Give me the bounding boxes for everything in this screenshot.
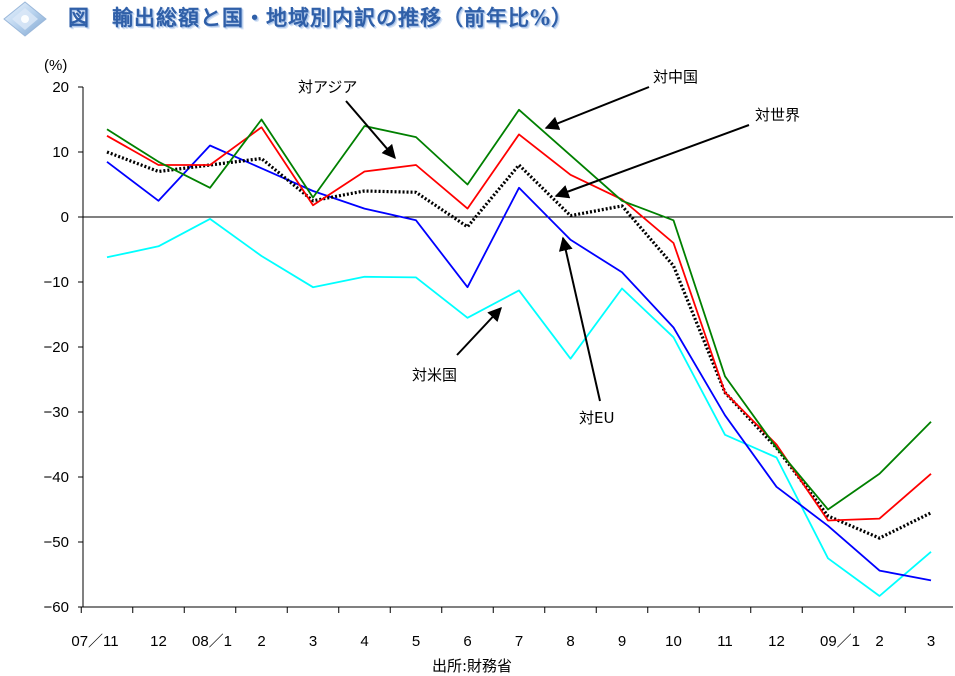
anno-china-label: 対中国 <box>653 68 698 86</box>
y-tick-label: −40 <box>44 469 69 486</box>
anno-asia-arrow <box>345 100 396 160</box>
x-tick-label: 09／1 <box>820 633 860 650</box>
anno-asia-label: 対アジア <box>298 78 357 96</box>
y-tick-label: −30 <box>44 404 69 421</box>
title-row: 図 輸出総額と国・地域別内訳の推移（前年比%） <box>0 0 955 40</box>
y-tick-label: −20 <box>44 339 69 356</box>
series-line-china <box>106 108 932 511</box>
series-layer <box>106 108 932 597</box>
x-tick-label: 08／1 <box>192 633 232 650</box>
x-tick-label: 12 <box>150 633 167 650</box>
y-axis-label: (%) <box>44 57 67 74</box>
series-line-world <box>106 150 932 540</box>
x-axis-ticks: 07／11 12 08／1 2 3 4 5 6 7 8 9 10 11 12 09／1 2 3 <box>71 607 935 650</box>
anno-eu-label: 対EU <box>579 409 614 427</box>
y-tick-label: −50 <box>44 534 69 551</box>
x-tick-label: 11 <box>717 633 733 650</box>
x-tick-label: 5 <box>412 633 420 650</box>
x-tick-label: 6 <box>463 633 471 650</box>
series-line-asia <box>106 126 932 522</box>
x-tick-label: 7 <box>515 633 523 650</box>
anno-china-arrow <box>544 86 650 130</box>
diamond-icon <box>3 1 47 37</box>
anno-us-label: 対米国 <box>412 366 457 384</box>
series-line-us <box>106 144 932 582</box>
y-tick-label: 20 <box>52 79 69 96</box>
x-tick-label: 9 <box>618 633 626 650</box>
anno-us-arrow <box>456 306 502 356</box>
x-tick-label: 2 <box>257 633 265 650</box>
y-tick-label: −10 <box>44 274 69 291</box>
anno-eu-arrow <box>558 236 601 402</box>
y-tick-label: 10 <box>52 144 69 161</box>
anno-world-arrow <box>554 124 750 199</box>
chart-title: 図 輸出総額と国・地域別内訳の推移（前年比%） <box>68 5 573 30</box>
y-tick-label: −60 <box>44 599 69 616</box>
x-tick-label: 10 <box>665 633 682 650</box>
series-line-eu <box>106 217 932 597</box>
x-tick-label: 8 <box>566 633 574 650</box>
x-tick-label: 4 <box>360 633 368 650</box>
y-axis-ticks: 20 10 0 −10 −20 −30 −40 −50 −60 <box>44 79 83 616</box>
x-tick-label: 12 <box>768 633 785 650</box>
y-tick-label: 0 <box>61 209 69 226</box>
source-note: 出所:財務省 <box>432 657 512 675</box>
x-tick-label: 3 <box>309 633 317 650</box>
x-tick-label: 3 <box>927 633 935 650</box>
anno-world-label: 対世界 <box>755 106 800 124</box>
x-tick-label: 07／11 <box>71 633 118 650</box>
x-tick-label: 2 <box>875 633 883 650</box>
